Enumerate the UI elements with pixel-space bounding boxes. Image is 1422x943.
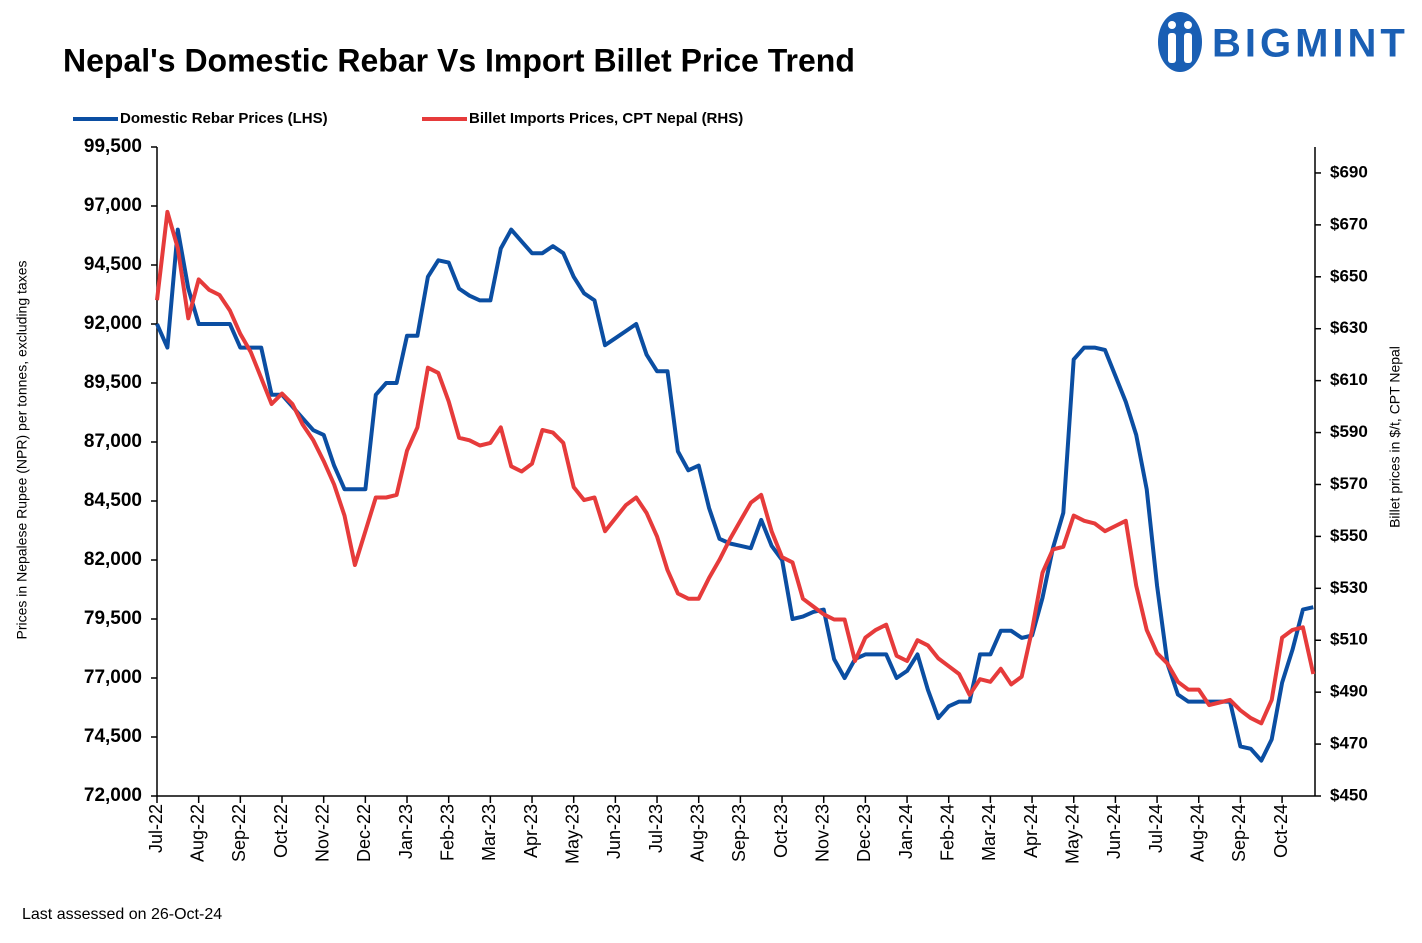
legend-label: Billet Imports Prices, CPT Nepal (RHS) — [469, 110, 743, 127]
x-tick-label: Aug-22 — [187, 804, 207, 862]
y-tick-label: 84,500 — [84, 490, 142, 511]
y-tick-label: 79,500 — [84, 608, 142, 629]
y-tick-label: 77,000 — [84, 667, 142, 688]
y-tick-label: 92,000 — [84, 313, 142, 334]
y2-tick-label: $670 — [1330, 214, 1368, 233]
series-line — [155, 209, 1316, 726]
y-tick-label: 97,000 — [84, 195, 142, 216]
y2-tick-label: $470 — [1330, 734, 1368, 753]
x-tick-label: Aug-24 — [1188, 804, 1208, 862]
y2-tick-label: $690 — [1330, 162, 1368, 181]
x-tick-label: Sep-22 — [229, 804, 249, 862]
y2-tick-label: $550 — [1330, 526, 1368, 545]
y-tick-label: 89,500 — [84, 372, 142, 393]
x-tick-label: Feb-23 — [437, 804, 457, 861]
y2-tick-label: $630 — [1330, 318, 1368, 337]
x-tick-label: May-24 — [1062, 804, 1082, 864]
x-tick-label: Jul-22 — [146, 804, 166, 853]
x-tick-label: Mar-23 — [479, 804, 499, 861]
x-tick-label: Mar-24 — [979, 804, 999, 861]
x-tick-label: Sep-23 — [729, 804, 749, 862]
y-tick-label: 99,500 — [84, 136, 142, 157]
legend-label: Domestic Rebar Prices (LHS) — [120, 110, 328, 127]
x-tick-label: Oct-23 — [771, 804, 791, 858]
y2-axis-title: Billet prices in $/t, CPT Nepal — [1387, 346, 1403, 528]
y2-tick-label: $650 — [1330, 266, 1368, 285]
x-tick-label: Oct-22 — [271, 804, 291, 858]
x-tick-label: May-23 — [562, 804, 582, 864]
logo-text: BIGMINT — [1212, 22, 1409, 66]
x-tick-label: Oct-24 — [1271, 804, 1291, 858]
y-tick-label: 82,000 — [84, 549, 142, 570]
y2-tick-label: $590 — [1330, 422, 1368, 441]
y2-tick-label: $570 — [1330, 474, 1368, 493]
x-tick-label: Jun-24 — [1104, 804, 1124, 859]
y2-tick-label: $510 — [1330, 630, 1368, 649]
x-tick-label: Dec-23 — [854, 804, 874, 862]
y-tick-label: 87,000 — [84, 431, 142, 452]
y-axis-title: Prices in Nepalese Rupee (NPR) per tonne… — [14, 261, 30, 640]
footnote: Last assessed on 26-Oct-24 — [22, 906, 222, 923]
x-tick-label: Dec-22 — [354, 804, 374, 862]
x-tick-label: Aug-23 — [687, 804, 707, 862]
x-tick-label: Nov-22 — [312, 804, 332, 862]
x-tick-label: Jan-24 — [896, 804, 916, 859]
x-tick-label: Apr-24 — [1021, 804, 1041, 858]
series-line — [155, 227, 1314, 763]
x-tick-label: Jul-23 — [646, 804, 666, 853]
y-tick-label: 94,500 — [84, 254, 142, 275]
x-tick-label: Feb-24 — [937, 804, 957, 861]
y2-tick-label: $450 — [1330, 785, 1368, 804]
y-tick-label: 72,000 — [84, 785, 142, 806]
chart-title: Nepal's Domestic Rebar Vs Import Billet … — [63, 42, 855, 78]
y-tick-label: 74,500 — [84, 726, 142, 747]
x-tick-label: Apr-23 — [521, 804, 541, 858]
y2-tick-label: $530 — [1330, 578, 1368, 597]
logo-icon — [1158, 12, 1202, 72]
x-tick-label: Sep-24 — [1229, 804, 1249, 862]
x-tick-label: Nov-23 — [812, 804, 832, 862]
y2-tick-label: $490 — [1330, 682, 1368, 701]
y2-tick-label: $610 — [1330, 370, 1368, 389]
x-tick-label: Jun-23 — [604, 804, 624, 859]
x-tick-label: Jan-23 — [396, 804, 416, 859]
x-tick-label: Jul-24 — [1146, 804, 1166, 853]
